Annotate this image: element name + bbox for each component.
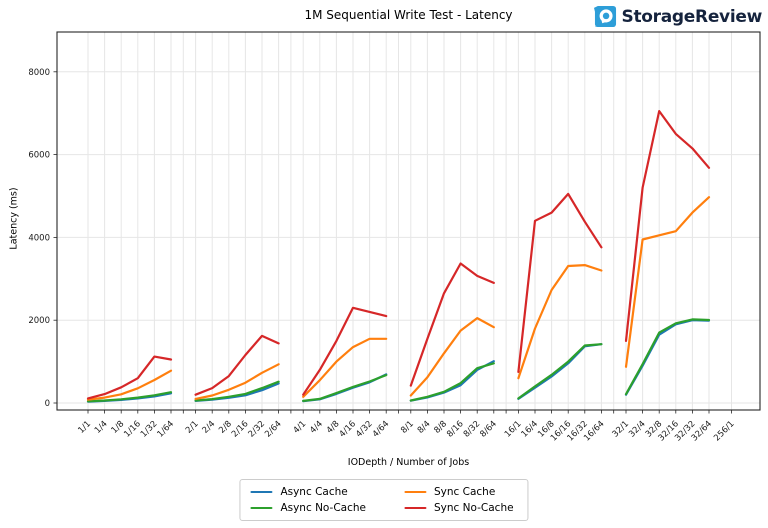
y-axis-label: Latency (ms) [8, 187, 20, 250]
series-line-sync-cache [409, 317, 495, 397]
series-line-sync-cache [86, 369, 173, 401]
series-line-async-no-cache [194, 380, 280, 402]
series-line-async-no-cache [517, 343, 603, 400]
x-tick-label: 4/16 [338, 419, 359, 440]
x-tick-label: 1/4 [93, 419, 110, 436]
series-line-async-no-cache [624, 318, 711, 396]
plot-border [56, 31, 761, 411]
series-line-sync-no-cache [194, 334, 280, 396]
x-tick-label: 8/32 [462, 419, 483, 440]
legend-label: Async No-Cache [280, 502, 366, 514]
chart-legend: Async Cache Async No-Cache Sync Cache Sync … [239, 479, 529, 521]
x-tick-label: 2/64 [263, 419, 284, 440]
series-line-sync-cache [302, 337, 388, 398]
y-tick-label: 2000 [28, 316, 50, 326]
legend-column: Sync Cache Sync No-Cache [404, 486, 514, 514]
x-tick-label: 1/64 [156, 419, 177, 440]
x-tick-label: 32/1 [611, 419, 632, 440]
series-line-sync-no-cache [302, 306, 388, 396]
series-line-sync-cache [624, 196, 711, 368]
series-line-sync-cache [194, 363, 280, 400]
x-tick-label: 2/16 [230, 419, 251, 440]
series-line-async-no-cache [302, 374, 388, 402]
x-tick-label: 1/32 [139, 419, 160, 440]
series-line-sync-no-cache [517, 192, 603, 373]
storagereview-logo-icon [593, 5, 616, 28]
series-line-sync-no-cache [409, 262, 495, 387]
chart-title: 1M Sequential Write Test - Latency [304, 8, 513, 22]
legend-item-sync-no-cache: Sync No-Cache [404, 502, 514, 514]
x-tick-label: 4/4 [308, 419, 325, 436]
series-line-sync-no-cache [624, 109, 711, 342]
x-tick-label: 8/64 [478, 419, 499, 440]
x-tick-label: 1/1 [76, 419, 93, 436]
legend-swatch-sync-no-cache [404, 506, 426, 510]
legend-item-sync-cache: Sync Cache [404, 486, 514, 498]
series-line-async-no-cache [86, 391, 173, 403]
storagereview-logo: StorageReview [593, 5, 763, 28]
legend-label: Sync No-Cache [434, 502, 514, 514]
y-tick-label: 4000 [28, 233, 50, 243]
x-tick-label: 4/1 [292, 419, 309, 436]
series-line-sync-cache [517, 264, 603, 380]
x-tick-label: 4/64 [371, 419, 392, 440]
x-tick-label: 32/4 [627, 419, 648, 440]
x-tick-label: 2/4 [201, 419, 218, 436]
x-tick-label: 1/16 [122, 419, 143, 440]
legend-column: Async Cache Async No-Cache [250, 486, 366, 514]
y-tick-label: 6000 [28, 151, 50, 161]
legend-swatch-async-cache [250, 490, 273, 494]
y-tick-label: 8000 [28, 68, 50, 78]
legend-label: Async Cache [280, 486, 348, 498]
x-tick-label: 8/4 [416, 419, 433, 436]
x-tick-label: 8/1 [399, 419, 416, 436]
legend-item-async-cache: Async Cache [250, 486, 366, 498]
x-tick-label: 16/1 [503, 419, 524, 440]
x-tick-label: 256/1 [712, 419, 736, 443]
x-tick-label: 16/4 [520, 419, 541, 440]
x-axis-label: IODepth / Number of Jobs [347, 457, 470, 468]
series-line-sync-no-cache [86, 355, 173, 400]
series-line-async-cache [302, 373, 388, 403]
legend-label: Sync Cache [434, 486, 496, 498]
x-tick-label: 2/32 [247, 419, 268, 440]
series-line-async-no-cache [409, 362, 495, 402]
legend-item-async-no-cache: Async No-Cache [250, 502, 366, 514]
legend-swatch-async-no-cache [250, 506, 273, 510]
x-tick-label: 4/32 [354, 419, 375, 440]
legend-swatch-sync-cache [404, 490, 426, 494]
series-line-async-cache [624, 319, 711, 396]
x-tick-label: 8/16 [445, 419, 466, 440]
x-tick-label: 2/1 [184, 419, 201, 436]
storagereview-logo-text: StorageReview [621, 6, 763, 27]
y-tick-label: 0 [45, 399, 50, 409]
